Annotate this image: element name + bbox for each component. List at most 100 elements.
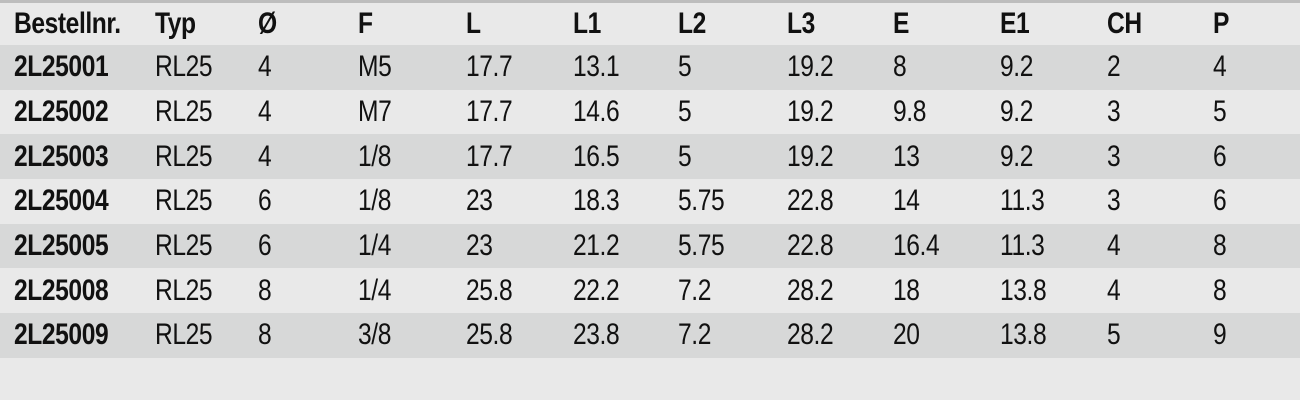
- cell-value: RL25: [155, 139, 213, 173]
- order-number-cell: 2L25004: [0, 179, 155, 224]
- table-cell: 5.75: [678, 179, 787, 224]
- table-row: 2L25009 RL25 8 3/8 25.8 23.8 7.2 28.2 20 13.8 5 9: [0, 313, 1300, 358]
- table-cell: 9.2: [1000, 90, 1107, 135]
- table-cell: 23: [466, 224, 573, 269]
- table-row: 2L25004 RL25 6 1/8 23 18.3 5.75 22.8 14 11.3 3 6: [0, 179, 1300, 224]
- table-cell: 6: [258, 179, 358, 224]
- table-cell: 11.3: [1000, 179, 1107, 224]
- cell-value: 17.7: [466, 95, 513, 129]
- table-cell: 9.2: [1000, 134, 1107, 179]
- table-cell: 8: [1213, 224, 1300, 269]
- table-cell: 19.2: [787, 134, 893, 179]
- cell-value: 13.1: [573, 50, 620, 84]
- table-cell: 1/8: [358, 179, 466, 224]
- table-cell: 19.2: [787, 45, 893, 90]
- cell-value: 2L25004: [14, 184, 109, 218]
- order-number-cell: 2L25008: [0, 268, 155, 313]
- table-cell: 1/8: [358, 134, 466, 179]
- cell-value: 7.2: [678, 318, 711, 352]
- table-cell: 17.7: [466, 90, 573, 135]
- table-cell: 5: [1213, 90, 1300, 135]
- table-cell: 25.8: [466, 268, 573, 313]
- table-cell: 8: [893, 45, 1000, 90]
- cell-value: 8: [893, 50, 907, 84]
- table-row: 2L25008 RL25 8 1/4 25.8 22.2 7.2 28.2 18 13.8 4 8: [0, 268, 1300, 313]
- cell-value: 19.2: [787, 95, 834, 129]
- cell-value: 6: [258, 184, 272, 218]
- table-cell: 1/4: [358, 268, 466, 313]
- cell-value: 2: [1107, 50, 1121, 84]
- table-cell: 14.6: [573, 90, 678, 135]
- cell-value: 19.2: [787, 50, 834, 84]
- cell-value: RL25: [155, 318, 213, 352]
- cell-value: 13.8: [1000, 318, 1047, 352]
- column-header: F: [358, 3, 466, 45]
- cell-value: 4: [258, 95, 272, 129]
- column-header: Bestellnr.: [0, 3, 155, 45]
- table-cell: 5: [678, 45, 787, 90]
- table-cell: 22.2: [573, 268, 678, 313]
- table-cell: 4: [1107, 224, 1213, 269]
- cell-value: 4: [1107, 229, 1121, 263]
- table-row: 2L25005 RL25 6 1/4 23 21.2 5.75 22.8 16.4 11.3 4 8: [0, 223, 1300, 269]
- order-number-cell: 2L25005: [0, 224, 155, 269]
- column-header: L1: [573, 3, 678, 45]
- column-header-label: F: [358, 7, 373, 40]
- table-cell: 20: [893, 313, 1000, 358]
- table-cell: 1/4: [358, 224, 466, 269]
- header-row: Bestellnr. Typ Ø F L L1 L2 L3 E E1 CH P: [0, 3, 1300, 45]
- cell-value: 5: [1213, 95, 1227, 129]
- cell-value: 19.2: [787, 139, 834, 173]
- cell-value: 14.6: [573, 95, 620, 129]
- cell-value: 5: [678, 95, 692, 129]
- cell-value: 13.8: [1000, 273, 1047, 307]
- table-row: 2L25003 RL25 4 1/8 17.7 16.5 5 19.2 13 9.2 3 6: [0, 134, 1300, 180]
- cell-value: 23: [466, 184, 493, 218]
- table-cell: RL25: [155, 179, 258, 224]
- column-header: Ø: [258, 3, 358, 45]
- cell-value: RL25: [155, 95, 213, 129]
- cell-value: 16.5: [573, 139, 620, 173]
- cell-value: 2L25008: [14, 273, 109, 307]
- cell-value: 5: [1107, 318, 1121, 352]
- table-cell: 8: [258, 313, 358, 358]
- table-cell: 28.2: [787, 268, 893, 313]
- cell-value: 8: [258, 273, 272, 307]
- column-header: L: [466, 3, 573, 45]
- cell-value: 2L25001: [14, 50, 109, 84]
- table-cell: 22.8: [787, 179, 893, 224]
- table-cell: 9: [1213, 313, 1300, 358]
- cell-value: 5: [678, 50, 692, 84]
- cell-value: 9.2: [1000, 139, 1033, 173]
- cell-value: 28.2: [787, 318, 834, 352]
- table-cell: 8: [258, 268, 358, 313]
- column-header-label: L3: [787, 7, 815, 40]
- cell-value: 17.7: [466, 139, 513, 173]
- cell-value: 5.75: [678, 184, 725, 218]
- cell-value: 9: [1213, 318, 1227, 352]
- column-header-label: E: [893, 7, 910, 40]
- table-cell: 18.3: [573, 179, 678, 224]
- table-cell: 3: [1107, 90, 1213, 135]
- cell-value: 16.4: [893, 229, 940, 263]
- table-cell: 28.2: [787, 313, 893, 358]
- column-header-label: Typ: [155, 7, 196, 40]
- cell-value: 9.8: [893, 95, 926, 129]
- cell-value: 22.8: [787, 229, 834, 263]
- table-cell: M5: [358, 45, 466, 90]
- table-cell: 11.3: [1000, 224, 1107, 269]
- table-row: 2L25001 RL25 4 M5 17.7 13.1 5 19.2 8 9.2 2 4: [0, 45, 1300, 90]
- cell-value: 22.8: [787, 184, 834, 218]
- cell-value: 2L25002: [14, 95, 109, 129]
- column-header: Typ: [155, 3, 258, 45]
- table-cell: 14: [893, 179, 1000, 224]
- table-cell: 9.2: [1000, 45, 1107, 90]
- cell-value: 3/8: [358, 318, 391, 352]
- table-cell: RL25: [155, 224, 258, 269]
- order-number-cell: 2L25003: [0, 134, 155, 179]
- cell-value: 1/8: [358, 139, 391, 173]
- cell-value: 3: [1107, 95, 1121, 129]
- table-cell: M7: [358, 90, 466, 135]
- column-header: E1: [1000, 3, 1107, 45]
- cell-value: 8: [1213, 273, 1227, 307]
